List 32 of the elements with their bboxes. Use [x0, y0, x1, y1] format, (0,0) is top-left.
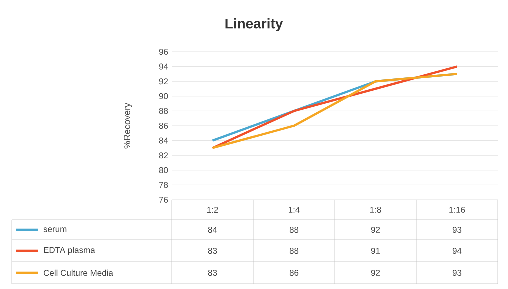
- legend-label: serum: [44, 228, 67, 232]
- data-label: 91: [371, 248, 380, 254]
- data-label: 88: [290, 226, 299, 234]
- y-tick-label: 80: [159, 167, 168, 174]
- legend-label: EDTA plasma: [44, 247, 96, 255]
- legend-label: Cell Culture Media: [44, 270, 114, 276]
- data-label: 93: [452, 226, 462, 234]
- data-label: 92: [371, 226, 380, 234]
- x-tick-label: 1:16: [450, 206, 466, 214]
- data-label: 94: [452, 248, 462, 254]
- x-tick-label: 1:4: [288, 207, 300, 213]
- y-tick-label: 88: [159, 108, 168, 114]
- data-label: 84: [208, 226, 218, 234]
- y-tick-label: 92: [159, 78, 168, 85]
- y-tick-label: 96: [159, 48, 168, 56]
- data-label: 86: [290, 270, 299, 276]
- data-label: 93: [452, 270, 462, 276]
- x-tick-label: 1:8: [370, 206, 382, 214]
- y-axis-title: %Recovery: [124, 103, 132, 149]
- y-tick-label: 94: [159, 64, 168, 70]
- y-tick-label: 84: [159, 138, 168, 144]
- data-label: 88: [290, 248, 299, 254]
- data-label: 83: [208, 270, 218, 276]
- y-tick-label: 78: [159, 182, 168, 188]
- chart-title: Linearity: [226, 18, 284, 32]
- y-tick-label: 76: [159, 196, 168, 204]
- x-tick-label: 1:2: [207, 207, 218, 213]
- data-label: 83: [208, 248, 218, 254]
- y-tick-label: 82: [159, 152, 168, 159]
- data-label: 92: [371, 270, 380, 276]
- y-tick-label: 86: [159, 122, 168, 130]
- y-tick-label: 90: [159, 93, 168, 100]
